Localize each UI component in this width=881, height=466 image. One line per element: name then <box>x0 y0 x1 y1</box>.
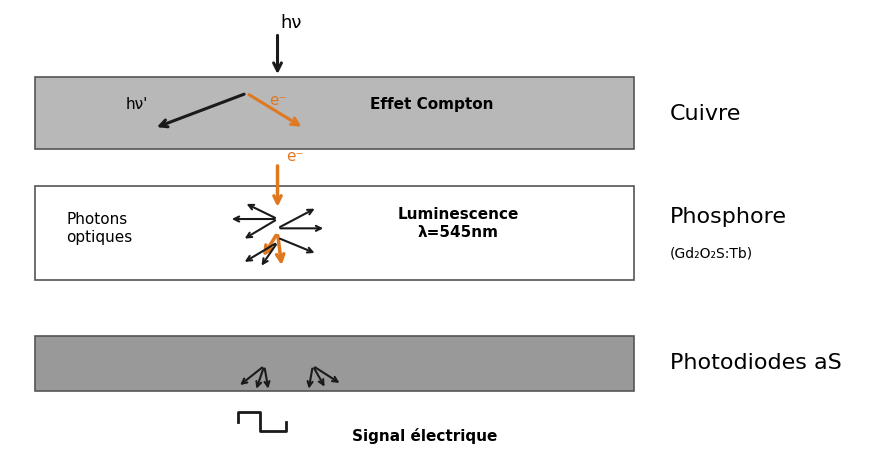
Text: Phosphore: Phosphore <box>670 207 787 226</box>
Text: Effet Compton: Effet Compton <box>370 97 493 112</box>
Text: Photons
optiques: Photons optiques <box>66 212 132 245</box>
Text: hν': hν' <box>125 97 148 112</box>
Bar <box>35 186 634 280</box>
Text: Luminescence
λ=545nm: Luminescence λ=545nm <box>397 207 519 240</box>
Text: e⁻: e⁻ <box>286 149 304 164</box>
Bar <box>35 77 634 149</box>
Text: (Gd₂O₂S:Tb): (Gd₂O₂S:Tb) <box>670 247 752 261</box>
Text: Cuivre: Cuivre <box>670 104 741 124</box>
Text: Signal électrique: Signal électrique <box>352 428 498 444</box>
Text: hν: hν <box>280 14 301 32</box>
Bar <box>35 336 634 391</box>
Text: Photodiodes aS: Photodiodes aS <box>670 354 841 373</box>
Text: e⁻: e⁻ <box>269 93 286 108</box>
